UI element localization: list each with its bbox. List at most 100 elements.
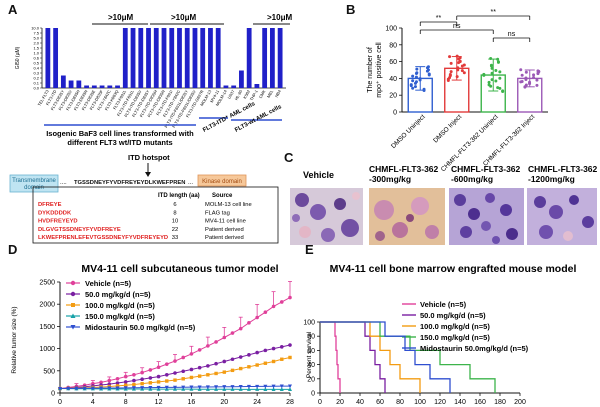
b-point: [414, 80, 418, 84]
d-point: [222, 385, 227, 389]
e-xtick-label: 80: [396, 399, 404, 406]
e-ytick-label: 0: [311, 391, 315, 398]
d-point: [197, 385, 202, 390]
panel-b-scatter-chart: 0 20 40 60 80 100 The number of mpo⁺ positive c…: [367, 9, 548, 173]
e-legend-label: 150.0 mg/kg/d (n=5): [420, 333, 490, 342]
b-point: [528, 80, 532, 84]
b-point: [418, 77, 422, 81]
b-point: [449, 70, 453, 74]
a-category-label: HL-60: [234, 88, 244, 101]
b-ytick-label: 80: [389, 42, 397, 49]
b-point: [426, 65, 430, 69]
b-point: [519, 80, 523, 84]
e-ytick-label: 60: [307, 348, 315, 355]
d-point: [205, 385, 210, 390]
d-legend-marker: [70, 313, 76, 318]
a-bar: [107, 85, 113, 88]
a-ytick-label: 0.3: [33, 71, 39, 76]
d-point: [247, 353, 251, 357]
transmembrane-label-2: domain: [24, 185, 44, 191]
a-bar: [208, 28, 213, 88]
a-ytick-label: 2.0: [33, 41, 39, 46]
b-ylabel: mpo⁺ positive cell: [376, 42, 383, 98]
d-point: [288, 295, 292, 300]
panel-e-survival-chart: 0 20 40 60 80 100 0 20 40 60 80 100 120 140 160 180 200 V…: [303, 300, 528, 406]
b-point: [498, 86, 502, 90]
e-ytick-label: 100: [303, 320, 315, 327]
d-point: [279, 345, 284, 349]
d-legend-marker: [70, 325, 76, 330]
b-point: [489, 64, 493, 68]
a-category-label: MV4-11: [209, 88, 221, 103]
d-point: [123, 386, 128, 391]
micrograph-600mg: [449, 188, 524, 245]
d-point: [148, 381, 153, 385]
b-point: [460, 69, 464, 73]
e-survival-curve: [320, 321, 451, 393]
d-point: [197, 374, 202, 378]
d-point: [132, 382, 136, 387]
a-bar: [177, 28, 182, 88]
d-point: [246, 384, 251, 389]
itd-row-length: 22: [172, 227, 178, 233]
d-point: [230, 368, 235, 373]
b-ytick-label: 100: [385, 26, 397, 33]
d-point: [214, 385, 219, 390]
b-point: [498, 70, 502, 74]
b-ytick-label: 20: [389, 93, 397, 100]
b-point: [494, 68, 498, 72]
itd-row-source: MOLM-13 cell line: [205, 202, 252, 208]
d-legend-label: 50.0 mg/kg/d (n=5): [85, 290, 151, 299]
d-point: [164, 385, 169, 390]
d-ytick-label: 500: [43, 368, 55, 375]
a-bar: [76, 80, 82, 88]
e-survival-curve: [320, 321, 386, 393]
c-label-300-a: CHMFL-FLT3-362: [369, 164, 439, 174]
e-survival-curve: [320, 321, 496, 393]
a-ytick-label: 0.0: [33, 86, 39, 91]
panel-letter-b: B: [346, 2, 355, 17]
micrograph-vehicle: [290, 188, 363, 245]
b-ytick-label: 0: [393, 110, 397, 117]
b-point: [524, 70, 528, 74]
d-point: [230, 387, 235, 391]
b-point: [462, 71, 466, 75]
d-point: [131, 386, 136, 390]
d-point: [90, 386, 95, 391]
a-bar: [161, 28, 167, 88]
a-bar: [231, 85, 237, 88]
d-point: [173, 359, 177, 363]
micrograph-300mg: [369, 188, 445, 245]
c-label-300-b: -300mg/kg: [369, 174, 411, 184]
d-point: [206, 373, 210, 377]
e-xtick-label: 100: [414, 399, 426, 406]
d-legend-label: Vehicle (n=5): [85, 279, 132, 288]
b-point: [449, 61, 453, 65]
d-point: [156, 365, 161, 370]
jm-sequence: TGSSDNEYFYVDFREYEYDLKWEFPREN: [74, 180, 185, 186]
b-sig-label: **: [436, 15, 442, 22]
a-bar: [138, 28, 144, 88]
d-point: [148, 385, 153, 390]
itd-table-rows: DFREYE 6 MOLM-13 cell line DYKDDDDK 8 FLAG ta…: [38, 202, 252, 241]
a-bar: [269, 28, 275, 88]
d-point: [271, 359, 276, 364]
d-point: [255, 384, 260, 389]
a-category-label: CMK: [258, 89, 267, 99]
d-point: [230, 385, 235, 389]
d-point: [255, 363, 259, 367]
e-legend-label: Vehicle (n=5): [420, 300, 467, 309]
c-label-vehicle: Vehicle: [303, 170, 334, 180]
d-point: [181, 385, 186, 390]
b-point: [462, 63, 466, 67]
d-xtick-label: 16: [188, 399, 196, 406]
d-point: [288, 387, 292, 391]
d-point: [271, 384, 276, 389]
b-point: [457, 57, 461, 61]
b-point: [482, 72, 486, 76]
b-sig-label: **: [491, 9, 497, 16]
d-ytick-label: 1500: [39, 324, 55, 331]
d-point: [189, 367, 194, 372]
d-point: [263, 348, 268, 353]
e-ytick-label: 80: [307, 334, 315, 341]
